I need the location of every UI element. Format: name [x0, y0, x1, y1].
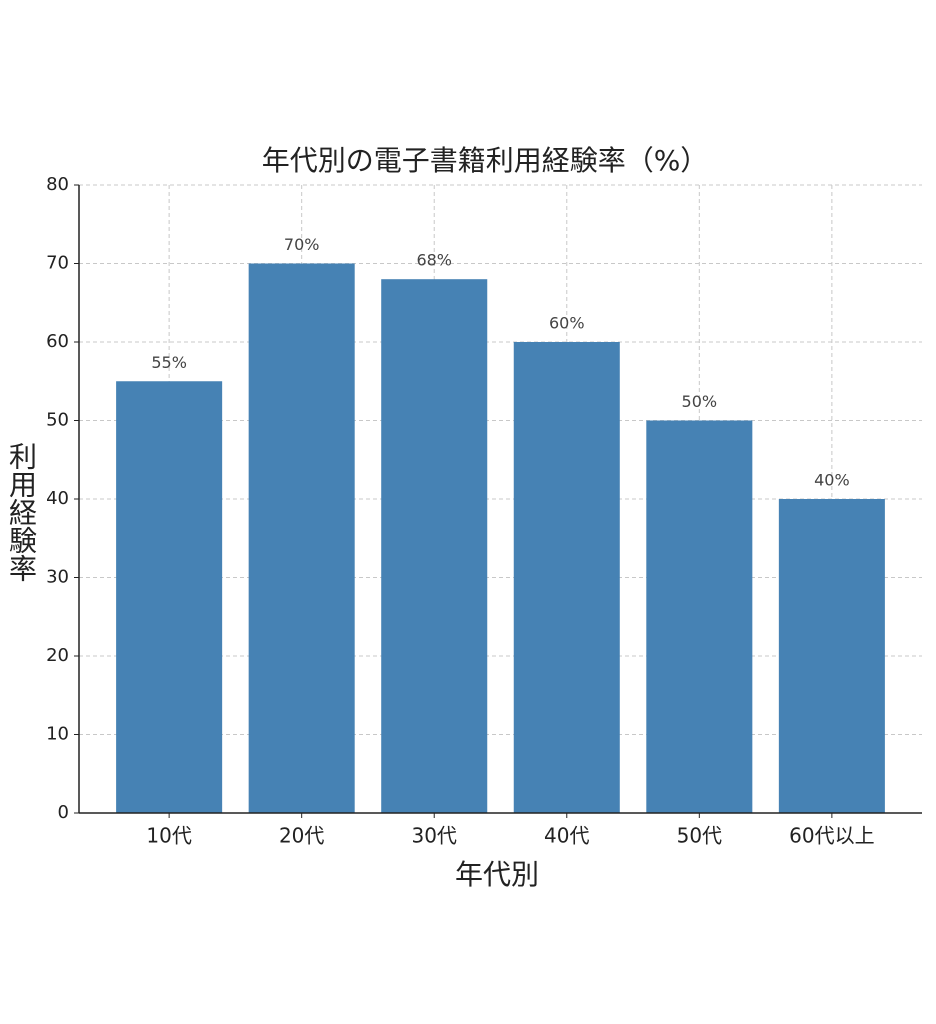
x-tick-label: 60代以上	[789, 824, 874, 848]
bars	[116, 263, 885, 813]
x-tick-label: 50代	[677, 824, 722, 848]
y-tick-label: 30	[46, 567, 69, 588]
chart-title: 年代別の電子書籍利用経験率（%）	[262, 144, 709, 177]
value-label: 40%	[814, 471, 850, 490]
value-label: 68%	[416, 251, 452, 270]
bar	[248, 263, 355, 813]
value-label: 70%	[284, 235, 320, 254]
x-tick-label: 10代	[146, 824, 191, 848]
value-label: 50%	[682, 392, 718, 411]
x-tick-label: 40代	[544, 824, 589, 848]
y-axis-label: 利用経験率	[5, 442, 38, 582]
y-tick-label: 20	[46, 645, 69, 666]
y-tick-label: 80	[46, 174, 69, 195]
y-tick-label: 70	[46, 253, 69, 274]
bar	[513, 342, 620, 813]
value-label: 55%	[151, 353, 187, 372]
y-tick-label: 40	[46, 488, 69, 509]
y-tick-label: 50	[46, 410, 69, 431]
bar	[778, 499, 885, 813]
bar	[116, 381, 223, 813]
y-tick-label: 0	[58, 802, 69, 823]
x-axis-label: 年代別	[455, 858, 539, 891]
y-tick-label: 10	[46, 724, 69, 745]
x-tick-label: 30代	[411, 824, 456, 848]
x-tick-label: 20代	[279, 824, 324, 848]
y-tick-label: 60	[46, 331, 69, 352]
bar	[381, 279, 488, 813]
value-label: 60%	[549, 314, 585, 333]
bar	[646, 420, 753, 813]
